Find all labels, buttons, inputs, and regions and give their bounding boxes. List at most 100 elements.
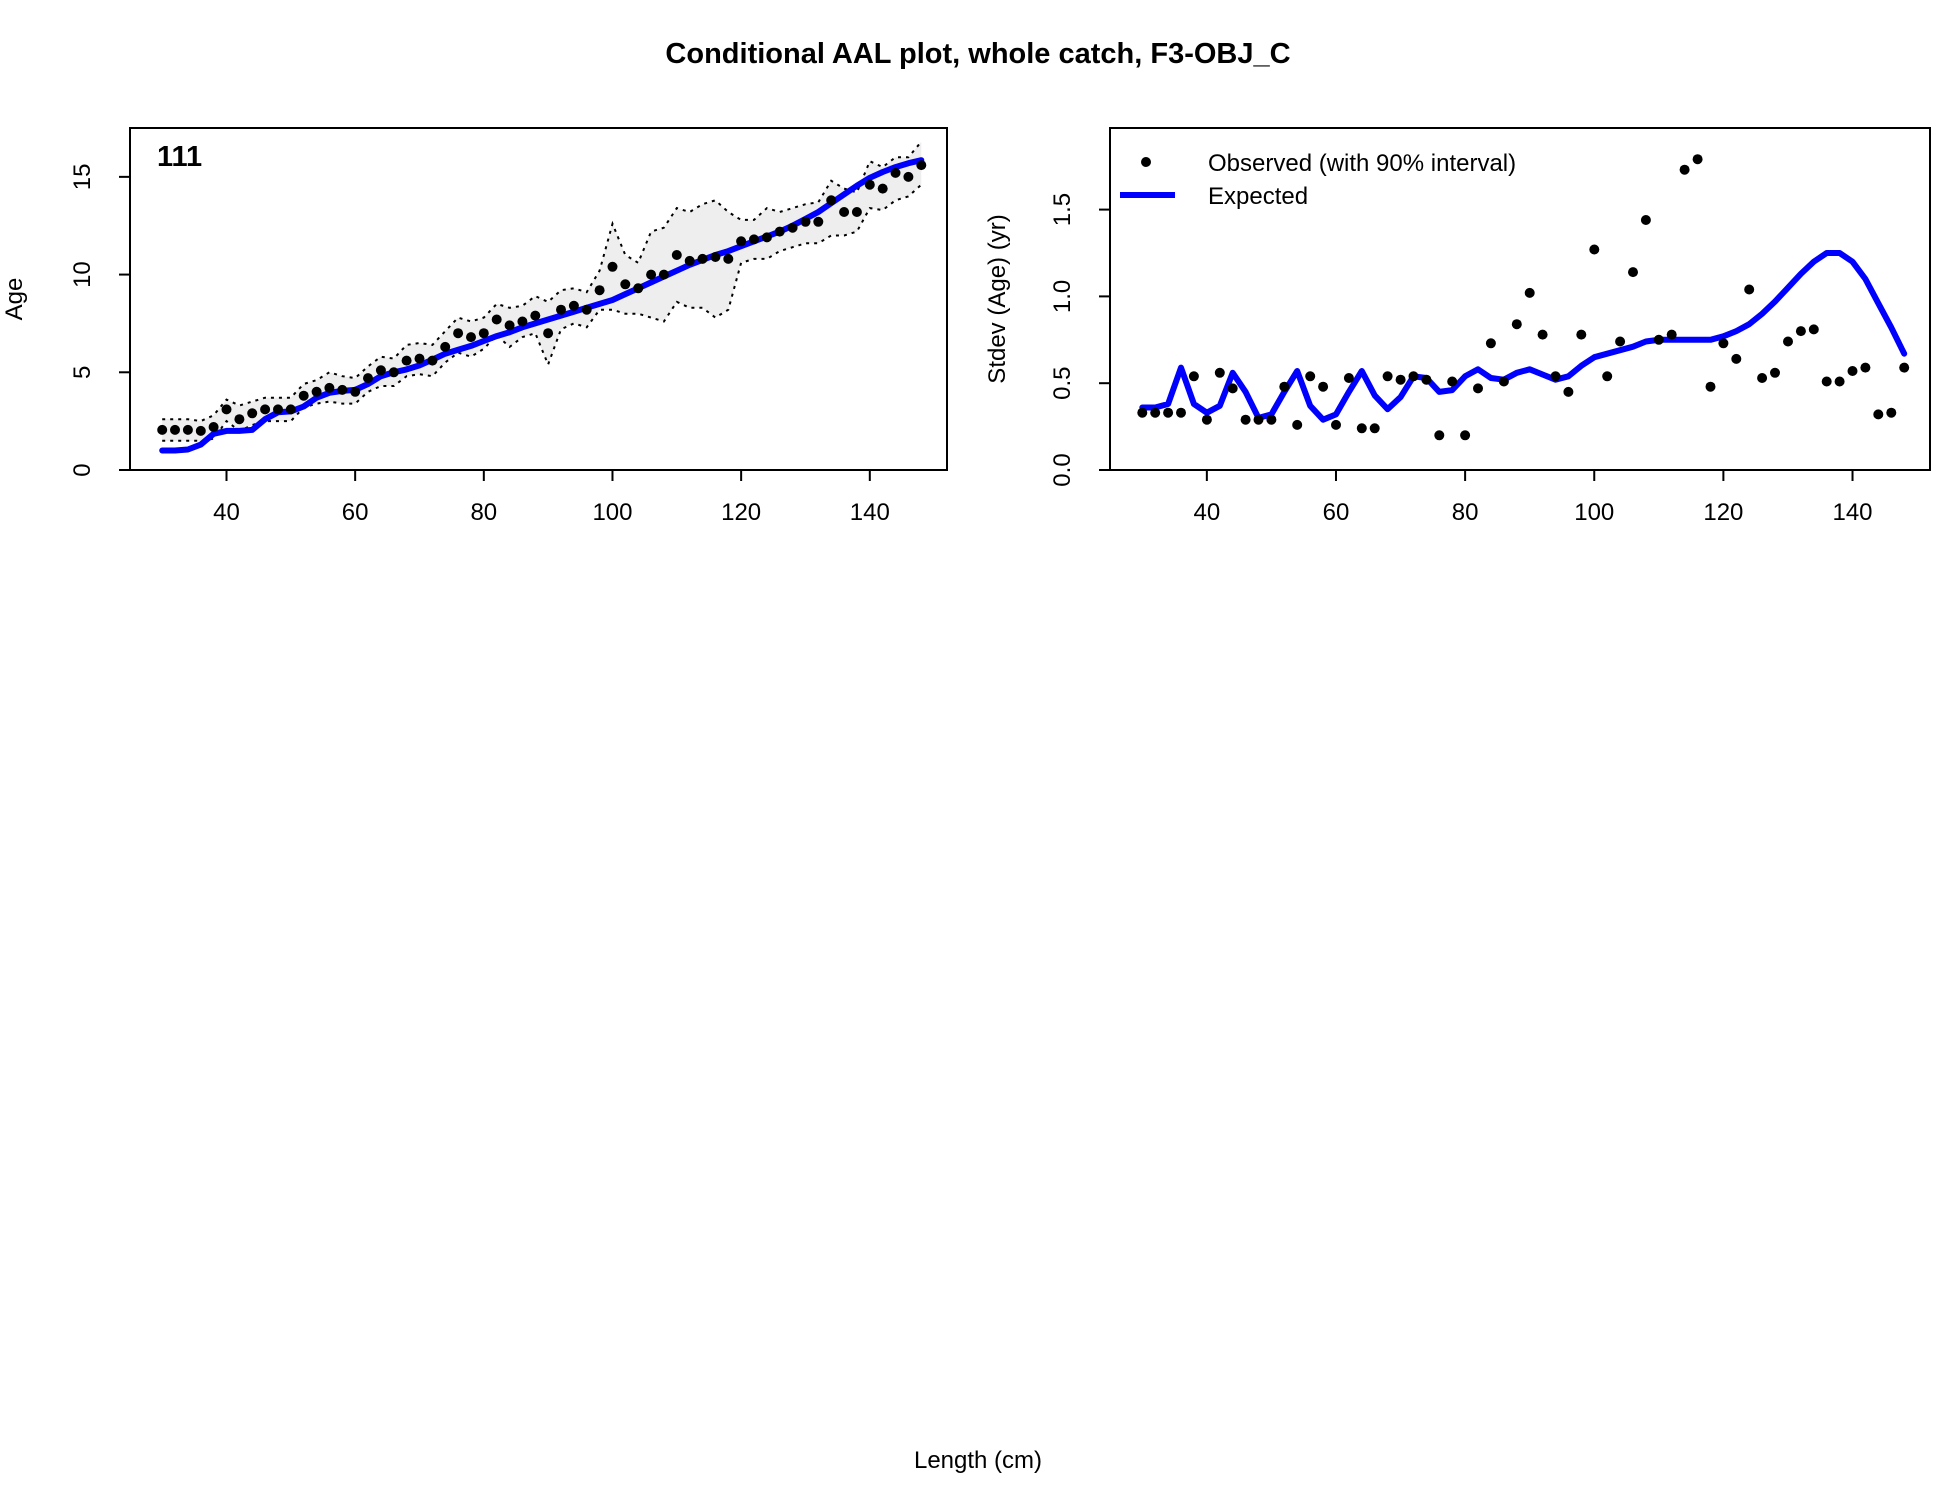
x-tick-label: 100 bbox=[592, 499, 632, 526]
observed-point bbox=[1356, 423, 1367, 434]
observed-point bbox=[1485, 338, 1496, 349]
y-tick-label: 15 bbox=[69, 164, 96, 191]
observed-point bbox=[1550, 371, 1561, 382]
observed-point bbox=[646, 269, 657, 280]
observed-point bbox=[1150, 407, 1161, 418]
observed-point bbox=[1705, 381, 1716, 392]
observed-point bbox=[350, 386, 361, 397]
observed-point bbox=[1692, 154, 1703, 165]
observed-point bbox=[594, 285, 605, 296]
y-axis-label: Age bbox=[1, 278, 28, 321]
observed-point bbox=[1602, 371, 1613, 382]
observed-point bbox=[568, 300, 579, 311]
observed-point bbox=[633, 283, 644, 294]
y-tick-label: 0 bbox=[69, 463, 96, 476]
observed-point bbox=[1537, 329, 1548, 340]
observed-point bbox=[620, 279, 631, 290]
observed-point bbox=[658, 269, 669, 280]
observed-point bbox=[671, 250, 682, 260]
observed-point bbox=[1640, 215, 1651, 225]
observed-point bbox=[517, 316, 528, 327]
observed-point bbox=[877, 183, 888, 194]
observed-point bbox=[1563, 386, 1574, 397]
observed-point bbox=[273, 404, 283, 415]
observed-point bbox=[1460, 430, 1471, 441]
observed-point bbox=[1821, 376, 1832, 387]
observed-point bbox=[1653, 334, 1664, 345]
observed-point bbox=[556, 304, 566, 315]
observed-point bbox=[453, 328, 464, 339]
observed-point bbox=[851, 207, 862, 217]
observed-point bbox=[247, 408, 258, 419]
observed-point bbox=[1860, 362, 1871, 373]
observed-point bbox=[234, 414, 245, 425]
observed-point bbox=[1770, 367, 1780, 378]
panel-label: 111 bbox=[157, 141, 202, 173]
stdev-age-panel: 40 60 80 100 120 140 0.0 0.5 1.0 1.5 Stdev (Age) (… bbox=[984, 127, 1931, 526]
observed-point bbox=[1899, 362, 1910, 373]
observed-point bbox=[1163, 407, 1174, 418]
x-tick-label: 120 bbox=[721, 499, 761, 526]
x-tick-label: 80 bbox=[470, 499, 497, 526]
observed-point bbox=[285, 404, 296, 415]
observed-point bbox=[1718, 338, 1729, 349]
observed-point bbox=[208, 422, 219, 432]
observed-point bbox=[157, 424, 168, 435]
observed-point bbox=[491, 314, 502, 325]
observed-point bbox=[1201, 414, 1212, 425]
observed-point bbox=[170, 424, 180, 435]
age-at-length-panel: 40 60 80 100 120 140 0 5 10 15 Age 111 bbox=[1, 127, 948, 526]
observed-point bbox=[1240, 414, 1251, 425]
observed-point bbox=[478, 328, 489, 339]
observed-point bbox=[1783, 336, 1793, 347]
observed-point bbox=[581, 304, 592, 315]
x-tick-label: 100 bbox=[1574, 499, 1614, 526]
observed-point bbox=[337, 384, 348, 395]
observed-point bbox=[260, 404, 271, 415]
observed-point bbox=[504, 320, 515, 331]
observed-point bbox=[1447, 376, 1458, 387]
observed-point bbox=[684, 255, 695, 266]
upper-interval-line bbox=[162, 141, 923, 423]
observed-point bbox=[710, 252, 721, 262]
x-tick-label: 80 bbox=[1452, 499, 1479, 526]
observed-point bbox=[1279, 381, 1290, 392]
observed-point bbox=[298, 390, 309, 401]
observed-point bbox=[1369, 423, 1380, 434]
interval-band bbox=[162, 141, 922, 441]
observed-point bbox=[916, 160, 927, 171]
observed-point bbox=[363, 373, 373, 384]
observed-point bbox=[1744, 284, 1755, 295]
observed-point bbox=[723, 253, 734, 264]
observed-point bbox=[1679, 164, 1690, 175]
observed-point bbox=[466, 332, 476, 343]
observed-point bbox=[1214, 367, 1225, 378]
y-tick-label: 0.0 bbox=[1049, 453, 1076, 486]
observed-point bbox=[1498, 376, 1509, 387]
observed-point bbox=[324, 382, 335, 393]
observed-point bbox=[1343, 373, 1354, 383]
observed-point bbox=[195, 425, 206, 436]
observed-point bbox=[749, 234, 759, 245]
observed-point bbox=[903, 171, 914, 182]
observed-point bbox=[543, 328, 554, 339]
y-tick-label: 10 bbox=[69, 261, 96, 288]
observed-point bbox=[800, 216, 811, 227]
observed-point bbox=[375, 365, 386, 376]
y-tick-label: 0.5 bbox=[1049, 367, 1076, 400]
observed-point bbox=[1266, 414, 1277, 425]
legend-expected-label: Expected bbox=[1208, 183, 1308, 210]
observed-point bbox=[1808, 324, 1819, 335]
observed-point bbox=[1473, 383, 1483, 394]
observed-point bbox=[440, 341, 451, 352]
observed-point bbox=[839, 207, 850, 217]
observed-point bbox=[1795, 326, 1806, 337]
x-axis-label: Length (cm) bbox=[914, 1447, 1042, 1474]
observed-point bbox=[1873, 409, 1884, 420]
observed-point bbox=[864, 179, 875, 190]
x-tick-label: 40 bbox=[1193, 499, 1220, 526]
observed-point bbox=[1615, 336, 1626, 347]
observed-point bbox=[1628, 267, 1638, 278]
observed-point bbox=[530, 310, 541, 321]
